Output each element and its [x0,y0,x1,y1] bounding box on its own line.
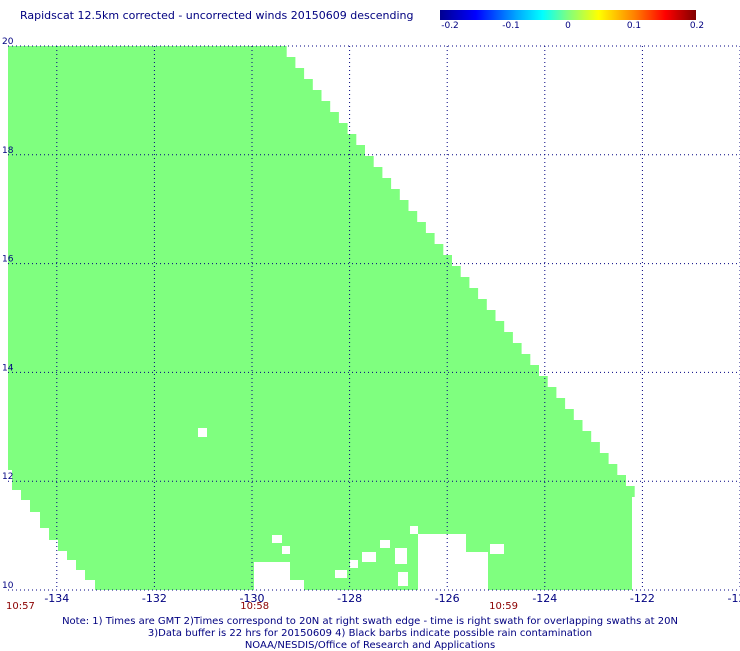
no-data-cell [198,428,207,437]
colorbar-tick: 0.1 [626,21,642,31]
no-data-cell [272,535,282,543]
no-data-cell [254,562,290,590]
colorbar [440,10,696,20]
no-data-cell [335,570,347,578]
no-data-cell [362,552,376,562]
latitude-tick-label: 16 [2,255,14,265]
no-data-cell [490,544,504,554]
colorbar-tick: 0 [565,21,571,31]
axis-labels: 10 12 14 16 18 20 -134 -132 -130 -128 -126 -124 -122… [2,37,740,612]
colorbar-tick: -0.2 [441,21,459,31]
latitude-tick-label: 14 [2,363,14,373]
latitude-tick-label: 10 [2,581,14,591]
colorbar-tick: 0.2 [689,21,705,31]
map-title: Rapidscat 12.5km corrected - uncorrected… [20,9,414,22]
note-line-3: NOAA/NESDIS/Office of Research and Appli… [244,640,496,651]
longitude-tick-label: -130 [240,592,265,605]
no-data-cell [466,552,488,590]
no-data-cell [350,560,358,568]
latitude-tick-label: 18 [2,146,14,156]
no-data-cell [448,568,458,578]
swath-area [8,46,635,590]
swath-map: 10 12 14 16 18 20 -134 -132 -130 -128 -126 -124 -122… [2,37,740,612]
time-label: 10:59 [489,601,518,612]
colorbar-tick: -0.1 [502,21,520,31]
note-line-2: 3)Data buffer is 22 hrs for 20150609 4) … [147,628,593,639]
no-data-cell [290,580,304,590]
latitude-tick-label: 12 [2,472,13,482]
longitude-tick-label: -122 [630,592,655,605]
time-label: 10:58 [240,601,269,612]
wind-swath [8,46,635,590]
no-data-cell [410,526,418,534]
no-data-cell [418,534,466,590]
longitude-tick-label: -132 [142,592,167,605]
no-data-cell [380,540,390,548]
latitude-tick-label: 20 [2,37,14,47]
longitude-tick-label: -124 [532,592,557,605]
longitude-tick-label: -134 [44,592,69,605]
time-label: 10:57 [6,601,35,612]
no-data-cell [398,572,408,586]
longitude-tick-label: -126 [435,592,460,605]
no-data-cell [282,546,290,554]
note-line-1: Note: 1) Times are GMT 2)Times correspon… [62,616,678,627]
lat-lon-grid [8,45,740,591]
no-data-cell [395,548,407,564]
longitude-tick-label: -128 [337,592,362,605]
longitude-tick-label: -120 [728,592,740,605]
